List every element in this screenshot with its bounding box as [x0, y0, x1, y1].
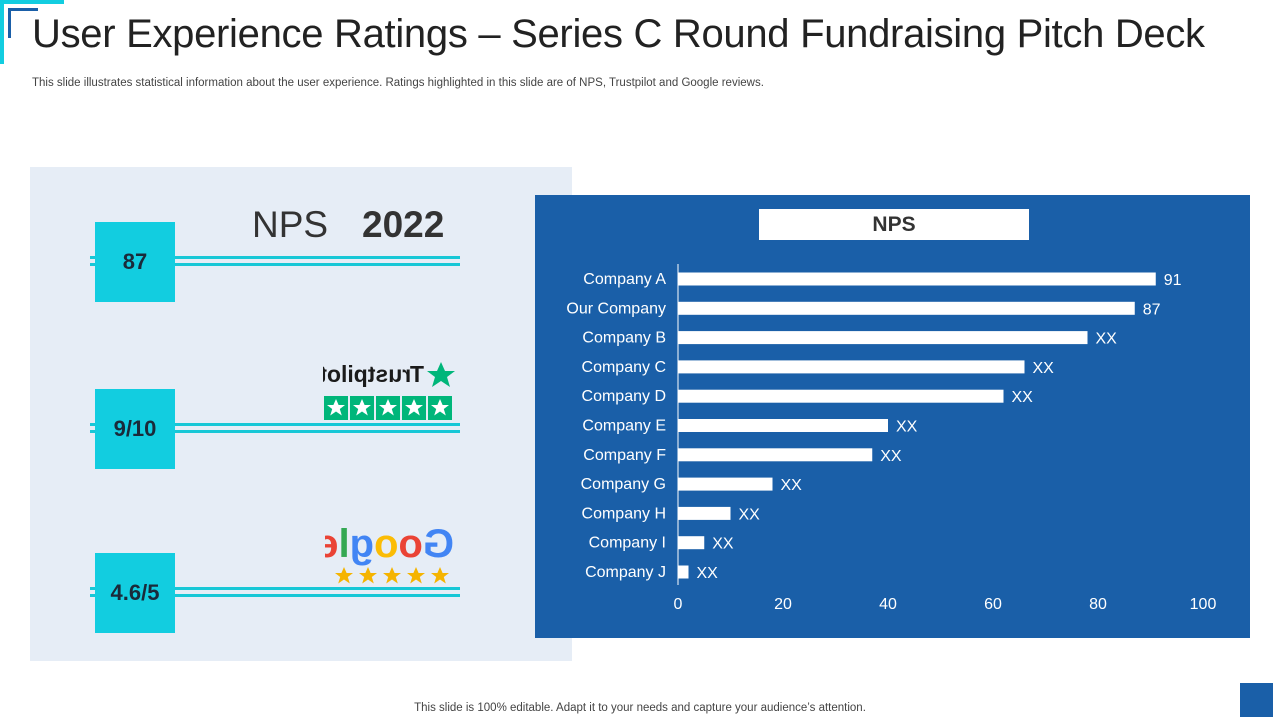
chart-bar: [678, 389, 1004, 403]
nps-chart-panel: NPS Company A 91 Our Company 87 Company B XX C…: [535, 195, 1250, 638]
nps-heading-label: NPS: [252, 204, 329, 245]
chart-bar: [678, 419, 888, 432]
chart-tick-label: 20: [774, 596, 792, 613]
nps-heading-year: 2022: [362, 204, 445, 245]
chart-data-label: XX: [712, 536, 734, 553]
chart-category-label: Our Company: [566, 300, 666, 317]
chart-data-label: XX: [896, 419, 918, 436]
chart-tick-label: 40: [879, 596, 897, 613]
google-rating-box: 4.6/5: [95, 553, 175, 633]
chart-bar: [678, 448, 873, 462]
chart-category-label: Company J: [585, 564, 666, 581]
chart-data-label: XX: [1033, 360, 1055, 377]
nps-rating-box: 87: [95, 222, 175, 302]
chart-bar: [678, 331, 1088, 345]
ratings-panel: NPS 2022 87 Trustpilot 9/10 Google: [30, 167, 572, 661]
chart-bar: [678, 360, 1025, 374]
chart-data-label: XX: [1096, 331, 1118, 348]
chart-category-label: Company G: [581, 476, 666, 493]
chart-data-label: 91: [1164, 272, 1182, 289]
chart-data-label: XX: [739, 506, 761, 523]
chart-bar: [678, 565, 689, 579]
google-logo-icon: Google: [325, 523, 454, 584]
chart-category-label: Company C: [582, 359, 666, 376]
slide-subtitle: This slide illustrates statistical infor…: [32, 77, 764, 89]
corner-square: [1240, 683, 1273, 717]
chart-tick-label: 80: [1089, 596, 1107, 613]
chart-data-label: XX: [880, 448, 902, 465]
chart-data-label: XX: [781, 477, 803, 494]
chart-category-label: Company E: [582, 418, 666, 435]
chart-title: NPS: [759, 209, 1029, 240]
svg-text:Trustpilot: Trustpilot: [323, 361, 424, 387]
chart-category-label: Company I: [589, 535, 666, 552]
chart-category-label: Company A: [583, 271, 666, 288]
chart-category-label: Company B: [582, 330, 666, 347]
svg-text:Google: Google: [325, 523, 454, 566]
trustpilot-logo-icon: Trustpilot: [323, 361, 455, 420]
chart-data-label: 87: [1143, 301, 1161, 318]
chart-bar: [678, 301, 1135, 315]
chart-bar: [678, 506, 731, 520]
chart-tick-label: 60: [984, 596, 1002, 613]
chart-tick-label: 0: [674, 596, 683, 613]
chart-tick-label: 100: [1190, 596, 1217, 613]
nps-bar-chart: Company A 91 Our Company 87 Company B XX Compa…: [566, 264, 1217, 613]
chart-bar: [678, 536, 705, 550]
nps-rating-line: [90, 256, 460, 266]
chart-category-label: Company F: [583, 447, 666, 464]
chart-data-label: XX: [1012, 389, 1034, 406]
google-rating-line: [90, 587, 460, 597]
corner-accent: [0, 0, 64, 64]
trustpilot-rating-line: [90, 423, 460, 433]
chart-bar: [678, 477, 773, 491]
slide-title: User Experience Ratings – Series C Round…: [32, 12, 1205, 56]
chart-category-label: Company D: [582, 388, 666, 405]
chart-data-label: XX: [697, 565, 719, 582]
chart-bar: [678, 272, 1156, 286]
trustpilot-rating-box: 9/10: [95, 389, 175, 469]
slide-footer: This slide is 100% editable. Adapt it to…: [414, 702, 866, 714]
chart-category-label: Company H: [582, 505, 666, 522]
